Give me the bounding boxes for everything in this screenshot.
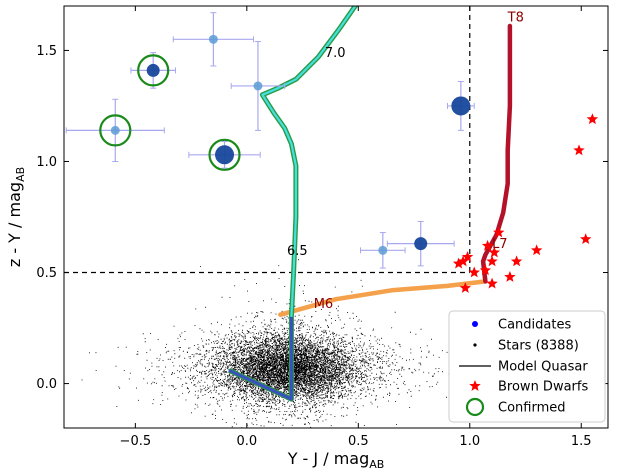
brown-dwarf-point	[573, 144, 585, 156]
x-axis-title-subscript: AB	[369, 458, 384, 471]
star-points	[81, 259, 531, 428]
axis-ticks: −0.5 0.0 0.5 1.0 1.5 0.0 0.5 1.0 1.5	[36, 6, 608, 449]
model-tracks	[227, 6, 513, 402]
y-tick-label: 0.5	[36, 266, 57, 281]
brown-dwarf-point	[479, 264, 492, 276]
candidate-marker	[208, 34, 218, 44]
brown-dwarf-point	[586, 113, 599, 125]
candidate-marker	[378, 245, 388, 255]
brown-dwarf-type-label: M6	[314, 297, 334, 312]
candidate-marker	[215, 145, 235, 165]
candidate-points	[65, 12, 475, 269]
x-axis-title-main: Y - J / mag	[287, 449, 370, 468]
x-tick-label: 0.5	[348, 434, 369, 449]
confirmed-ring	[208, 138, 241, 171]
track-annotations: 7.0 6.5 M6 L7 T8	[287, 11, 524, 313]
brown-dwarf-point	[486, 277, 498, 289]
legend-label: Stars (8388)	[498, 339, 579, 354]
legend-frame	[448, 310, 606, 423]
candidate-marker	[110, 125, 120, 135]
candidate-point	[386, 220, 455, 267]
brown-dwarf-point	[486, 255, 498, 267]
candidate-point	[65, 98, 165, 162]
brown-dwarf-point	[493, 226, 505, 238]
brown-dwarf-type-label: T8	[507, 11, 524, 26]
candidate-point	[188, 138, 261, 171]
x-tick-label: 1.0	[459, 434, 480, 449]
y-tick-label: 1.5	[36, 44, 57, 59]
candidate-point	[130, 52, 176, 89]
brown-dwarf-point	[580, 233, 592, 245]
brown-dwarf-point	[457, 255, 469, 267]
quasar-redshift-label: 6.5	[287, 244, 308, 259]
brown-dwarf-point	[461, 250, 474, 262]
legend-brown-dwarf-marker	[469, 380, 481, 391]
y-axis-title: z - Y / magAB	[5, 167, 27, 267]
brown-dwarf-point	[468, 266, 480, 278]
brown-dwarf-point	[504, 270, 516, 282]
legend-label: Candidates	[498, 318, 571, 333]
brown-dwarf-track-late	[480, 23, 513, 284]
candidate-point	[230, 41, 286, 131]
legend-candidates-marker	[472, 321, 478, 327]
brown-dwarf-point	[530, 244, 543, 256]
quasar-track-low-redshift	[228, 316, 293, 401]
x-tick-label: 0.0	[236, 434, 257, 449]
brown-dwarf-point	[488, 246, 500, 258]
legend-confirmed-marker	[465, 397, 485, 417]
selection-cut-lines	[64, 6, 471, 274]
confirmed-ring	[137, 54, 170, 87]
brown-dwarf-point	[452, 257, 465, 269]
brown-dwarf-points	[452, 113, 599, 293]
y-tick-label: 1.0	[36, 155, 57, 170]
plot-frame	[63, 5, 609, 429]
candidate-marker	[253, 81, 263, 91]
confirmed-ring	[99, 114, 132, 147]
y-axis-title-main: z - Y / mag	[5, 182, 24, 267]
stars-scatter	[81, 259, 531, 428]
candidate-marker	[146, 63, 160, 77]
candidate-marker	[414, 237, 428, 251]
brown-dwarf-type-label: L7	[492, 237, 508, 252]
legend-label: Confirmed	[498, 401, 566, 416]
brown-dwarf-point	[459, 282, 472, 293]
candidate-point	[446, 81, 475, 131]
y-tick-label: 0.0	[36, 377, 57, 392]
candidate-point	[360, 232, 406, 269]
brown-dwarf-point	[510, 255, 523, 267]
legend-label: Model Quasar	[498, 360, 588, 375]
candidate-marker	[451, 96, 471, 116]
candidate-point	[172, 12, 255, 67]
legend-stars-marker	[473, 343, 477, 347]
legend-label: Brown Dwarfs	[498, 380, 588, 395]
brown-dwarf-point	[481, 239, 494, 251]
x-axis-title: Y - J / magAB	[287, 449, 385, 471]
x-tick-label: 1.5	[571, 434, 592, 449]
legend: Candidates Stars (8388) Model Quasar Brown …	[448, 310, 606, 423]
y-axis-title-subscript: AB	[14, 167, 27, 182]
quasar-redshift-label: 7.0	[325, 46, 346, 61]
x-tick-label: −0.5	[120, 434, 152, 449]
